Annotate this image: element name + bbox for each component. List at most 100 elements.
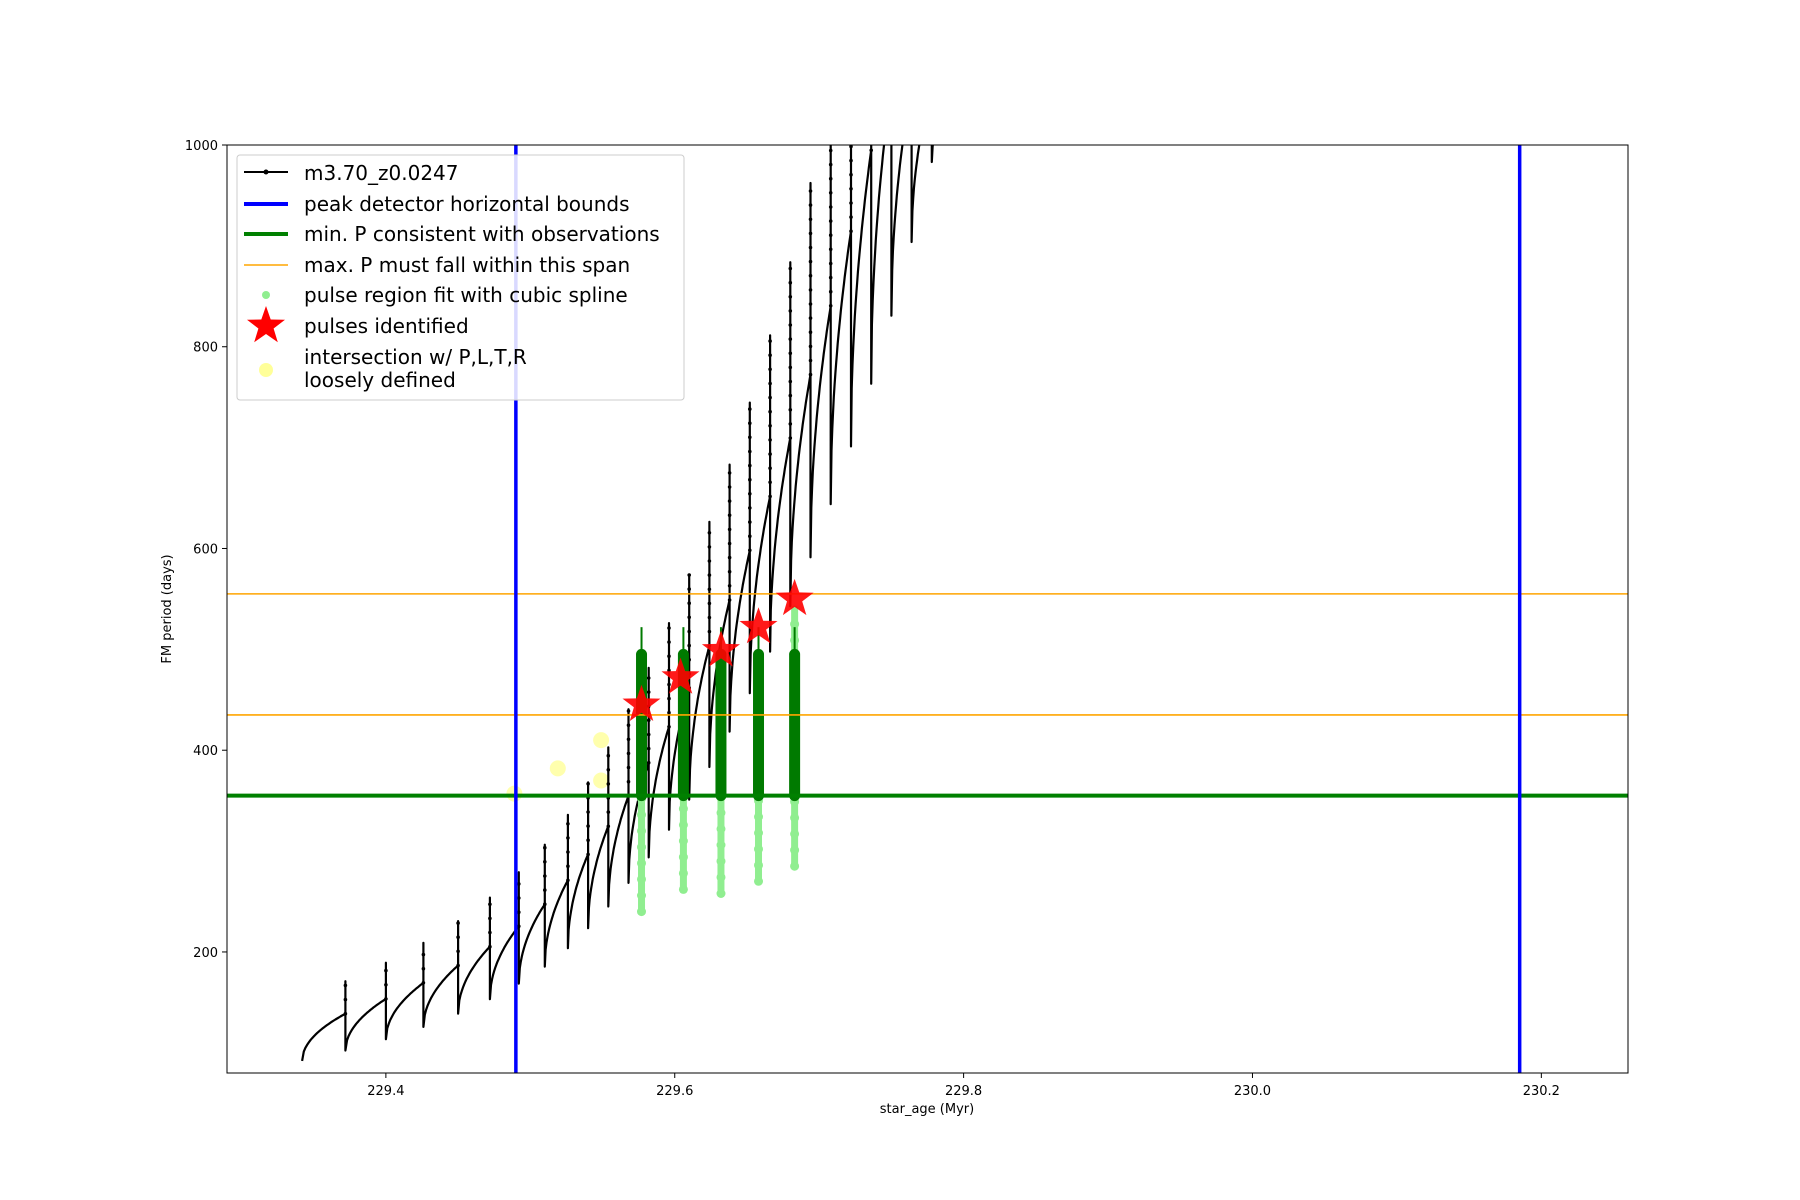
data-point xyxy=(768,480,772,485)
data-point xyxy=(849,187,853,191)
data-point xyxy=(707,629,712,634)
data-point xyxy=(543,874,547,878)
legend-label-model: m3.70_z0.0247 xyxy=(304,161,459,185)
data-point xyxy=(606,753,611,758)
data-point xyxy=(343,983,348,988)
data-point xyxy=(566,850,570,854)
data-point xyxy=(727,527,732,532)
data-point xyxy=(646,676,651,680)
data-point xyxy=(828,162,833,167)
data-point xyxy=(606,810,611,814)
data-point xyxy=(768,409,772,414)
intersection-point xyxy=(593,772,610,789)
data-point xyxy=(727,541,732,546)
spline-point xyxy=(637,826,646,836)
data-point xyxy=(707,587,712,592)
data-point xyxy=(849,145,853,149)
data-point xyxy=(626,751,631,756)
data-point xyxy=(768,494,772,499)
data-point xyxy=(849,172,853,177)
data-point xyxy=(808,344,813,349)
spline-point xyxy=(754,860,763,870)
data-point xyxy=(456,963,460,968)
data-point xyxy=(384,997,388,1001)
data-point xyxy=(808,273,813,278)
data-point xyxy=(456,935,460,939)
y-tick-label: 200 xyxy=(193,946,218,961)
data-point xyxy=(768,381,772,386)
data-point xyxy=(808,189,813,193)
legend-symbol-red-star xyxy=(247,306,285,343)
data-point xyxy=(646,718,651,723)
data-point xyxy=(667,725,671,729)
data-point xyxy=(667,654,671,658)
data-point xyxy=(808,231,813,236)
spline-point xyxy=(716,889,726,898)
data-point xyxy=(788,365,793,370)
data-point xyxy=(788,436,793,440)
data-point xyxy=(687,615,691,620)
data-point xyxy=(768,452,772,456)
spline-point xyxy=(716,824,726,834)
data-point xyxy=(727,569,732,574)
data-point xyxy=(768,339,772,343)
data-point xyxy=(788,337,793,341)
x-tick-label: 229.8 xyxy=(945,1084,982,1099)
data-point xyxy=(626,723,631,727)
data-point xyxy=(748,421,752,426)
spline-point xyxy=(716,840,726,850)
data-point xyxy=(646,746,651,751)
data-point xyxy=(707,615,712,620)
legend-symbol-pale-yellow-dot xyxy=(259,363,273,377)
legend-label-intersection-line1: intersection w/ P,L,T,R xyxy=(304,345,527,369)
data-point xyxy=(421,952,426,957)
spline-point xyxy=(754,844,763,854)
data-point xyxy=(626,765,631,770)
spline-point xyxy=(790,861,800,871)
spline-point xyxy=(678,804,688,814)
data-point xyxy=(828,176,833,181)
spline-point xyxy=(678,884,688,894)
pulse-star xyxy=(739,607,778,644)
data-point xyxy=(343,997,348,1002)
data-point xyxy=(543,888,547,892)
data-point xyxy=(768,424,772,428)
data-point xyxy=(687,629,691,634)
pulse-star xyxy=(775,578,814,616)
data-point xyxy=(768,438,772,442)
data-point xyxy=(667,626,671,630)
data-point xyxy=(828,191,833,195)
data-point xyxy=(517,896,521,900)
plot-frame xyxy=(226,144,1629,1074)
data-point xyxy=(626,709,631,713)
data-point xyxy=(808,330,813,335)
x-tick-label: 229.6 xyxy=(656,1084,693,1099)
data-point xyxy=(788,323,793,327)
intersection-point xyxy=(593,732,610,749)
spline-point xyxy=(637,842,646,852)
data-point xyxy=(517,882,521,886)
data-point xyxy=(707,531,712,535)
y-tick-label: 800 xyxy=(193,341,218,356)
legend-symbol-black-marker xyxy=(263,169,269,175)
data-point xyxy=(748,463,752,468)
y-axis-ticks: 200 400 600 800 1000 xyxy=(185,139,227,961)
y-tick-label: 400 xyxy=(193,744,218,759)
data-point xyxy=(727,513,732,517)
data-point xyxy=(849,229,853,233)
spline-point xyxy=(754,828,763,838)
data-point xyxy=(667,696,671,701)
data-point xyxy=(788,309,793,313)
data-point xyxy=(788,266,793,271)
x-axis-label: star_age (Myr) xyxy=(880,1102,974,1117)
spline-point xyxy=(790,619,800,629)
data-point xyxy=(646,760,651,765)
data-point xyxy=(849,201,853,205)
data-point xyxy=(828,247,833,252)
data-point xyxy=(788,351,793,356)
data-point xyxy=(768,395,772,400)
pulse-star xyxy=(661,657,700,694)
spline-point xyxy=(637,810,646,820)
data-point xyxy=(566,864,570,868)
